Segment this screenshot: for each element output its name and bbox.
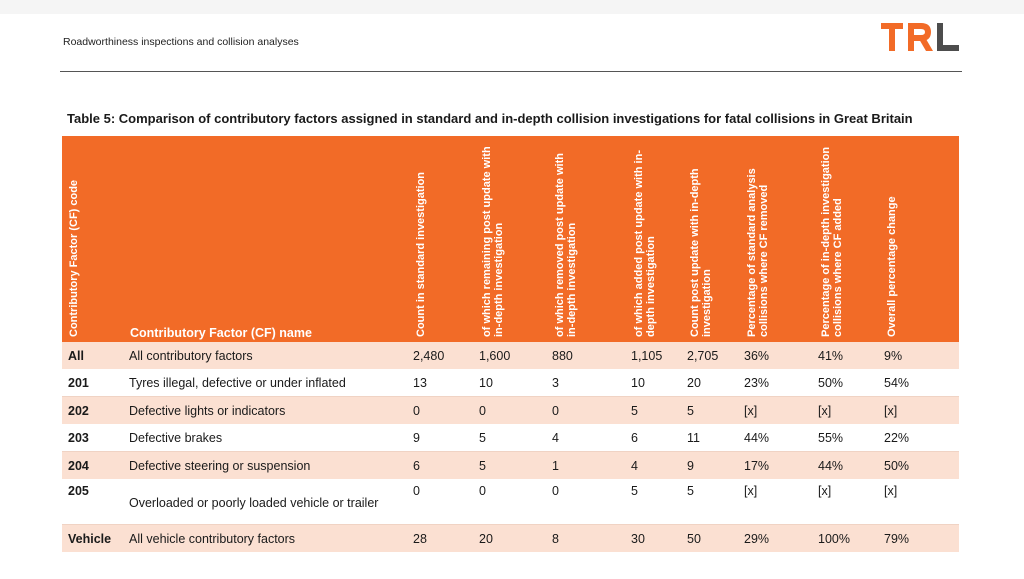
col-header-cf-name: Contributory Factor (CF) name — [125, 136, 409, 342]
table-row: 205 Overloaded or poorly loaded vehicle … — [62, 479, 959, 525]
cell-pct-added: 55% — [814, 424, 880, 452]
cell-added: 5 — [627, 479, 683, 525]
cell-pct-added: 44% — [814, 451, 880, 479]
cell-remaining: 5 — [475, 424, 548, 452]
cell-count-post-update: 9 — [683, 451, 740, 479]
cell-count-post-update: 20 — [683, 369, 740, 397]
cell-removed: 880 — [548, 342, 627, 369]
cell-removed: 0 — [548, 479, 627, 525]
cell-count-post-update: 5 — [683, 396, 740, 424]
cell-cf-code: Vehicle — [62, 524, 125, 552]
cell-removed: 3 — [548, 369, 627, 397]
cell-count-standard: 9 — [409, 424, 475, 452]
table-row: 204 Defective steering or suspension 6 5… — [62, 451, 959, 479]
cell-pct-removed: 29% — [740, 524, 814, 552]
cell-cf-name: Tyres illegal, defective or under inflat… — [125, 369, 409, 397]
col-header-pct-removed: Percentage of standard analysis collisio… — [740, 136, 814, 342]
cell-cf-code: 201 — [62, 369, 125, 397]
cell-overall-change: 22% — [880, 424, 959, 452]
cell-cf-name: Defective steering or suspension — [125, 451, 409, 479]
cell-overall-change: 54% — [880, 369, 959, 397]
cell-count-standard: 0 — [409, 396, 475, 424]
cell-removed: 8 — [548, 524, 627, 552]
cell-count-post-update: 2,705 — [683, 342, 740, 369]
cell-cf-name: Defective lights or indicators — [125, 396, 409, 424]
col-header-remaining: of which remaining post update with in-d… — [475, 136, 548, 342]
trl-logo — [881, 23, 959, 51]
cell-pct-added: [x] — [814, 479, 880, 525]
cell-pct-removed: 44% — [740, 424, 814, 452]
cell-cf-code: 204 — [62, 451, 125, 479]
col-header-count-standard: Count in standard investigation — [409, 136, 475, 342]
cell-count-standard: 13 — [409, 369, 475, 397]
cell-count-standard: 28 — [409, 524, 475, 552]
cell-cf-code: 205 — [62, 479, 125, 525]
contributory-factors-table: Contributory Factor (CF) code Contributo… — [62, 136, 959, 552]
table-row: All All contributory factors 2,480 1,600… — [62, 342, 959, 369]
cell-added: 30 — [627, 524, 683, 552]
table-row: 203 Defective brakes 9 5 4 6 11 44% 55% … — [62, 424, 959, 452]
cell-remaining: 10 — [475, 369, 548, 397]
cell-added: 5 — [627, 396, 683, 424]
document-header-title: Roadworthiness inspections and collision… — [63, 36, 299, 48]
table-row: Vehicle All vehicle contributory factors… — [62, 524, 959, 552]
cell-remaining: 20 — [475, 524, 548, 552]
cell-pct-removed: 23% — [740, 369, 814, 397]
cell-remaining: 1,600 — [475, 342, 548, 369]
cell-pct-added: 41% — [814, 342, 880, 369]
cell-pct-removed: [x] — [740, 479, 814, 525]
cell-cf-name: Overloaded or poorly loaded vehicle or t… — [125, 479, 409, 525]
cell-count-post-update: 11 — [683, 424, 740, 452]
cell-remaining: 0 — [475, 479, 548, 525]
table-row: 202 Defective lights or indicators 0 0 0… — [62, 396, 959, 424]
top-band — [0, 0, 1024, 14]
col-header-overall-change: Overall percentage change — [880, 136, 959, 342]
col-header-count-post-update: Count post update with in-depth investig… — [683, 136, 740, 342]
cell-removed: 4 — [548, 424, 627, 452]
cell-cf-code: 202 — [62, 396, 125, 424]
cell-overall-change: 79% — [880, 524, 959, 552]
cell-removed: 1 — [548, 451, 627, 479]
cell-added: 1,105 — [627, 342, 683, 369]
cell-cf-name: All vehicle contributory factors — [125, 524, 409, 552]
table-header-row: Contributory Factor (CF) code Contributo… — [62, 136, 959, 342]
header-divider — [60, 71, 962, 72]
cell-added: 6 — [627, 424, 683, 452]
cell-overall-change: [x] — [880, 479, 959, 525]
cell-count-standard: 2,480 — [409, 342, 475, 369]
col-header-cf-code: Contributory Factor (CF) code — [62, 136, 125, 342]
cell-cf-code: 203 — [62, 424, 125, 452]
cell-cf-code: All — [62, 342, 125, 369]
cell-count-post-update: 50 — [683, 524, 740, 552]
cell-overall-change: 9% — [880, 342, 959, 369]
cell-cf-name: All contributory factors — [125, 342, 409, 369]
table-caption: Table 5: Comparison of contributory fact… — [67, 111, 913, 126]
cell-count-post-update: 5 — [683, 479, 740, 525]
cell-remaining: 5 — [475, 451, 548, 479]
col-header-pct-added: Percentage of in-depth investigation col… — [814, 136, 880, 342]
cell-count-standard: 6 — [409, 451, 475, 479]
cell-added: 4 — [627, 451, 683, 479]
cell-added: 10 — [627, 369, 683, 397]
cell-overall-change: [x] — [880, 396, 959, 424]
cell-count-standard: 0 — [409, 479, 475, 525]
table-row: 201 Tyres illegal, defective or under in… — [62, 369, 959, 397]
cell-remaining: 0 — [475, 396, 548, 424]
cell-overall-change: 50% — [880, 451, 959, 479]
cell-pct-added: 100% — [814, 524, 880, 552]
cell-cf-name: Defective brakes — [125, 424, 409, 452]
col-header-added: of which added post update with in-depth… — [627, 136, 683, 342]
cell-pct-removed: [x] — [740, 396, 814, 424]
col-header-removed: of which removed post update with in-dep… — [548, 136, 627, 342]
cell-pct-removed: 17% — [740, 451, 814, 479]
cell-removed: 0 — [548, 396, 627, 424]
cell-pct-added: [x] — [814, 396, 880, 424]
cell-pct-added: 50% — [814, 369, 880, 397]
cell-pct-removed: 36% — [740, 342, 814, 369]
